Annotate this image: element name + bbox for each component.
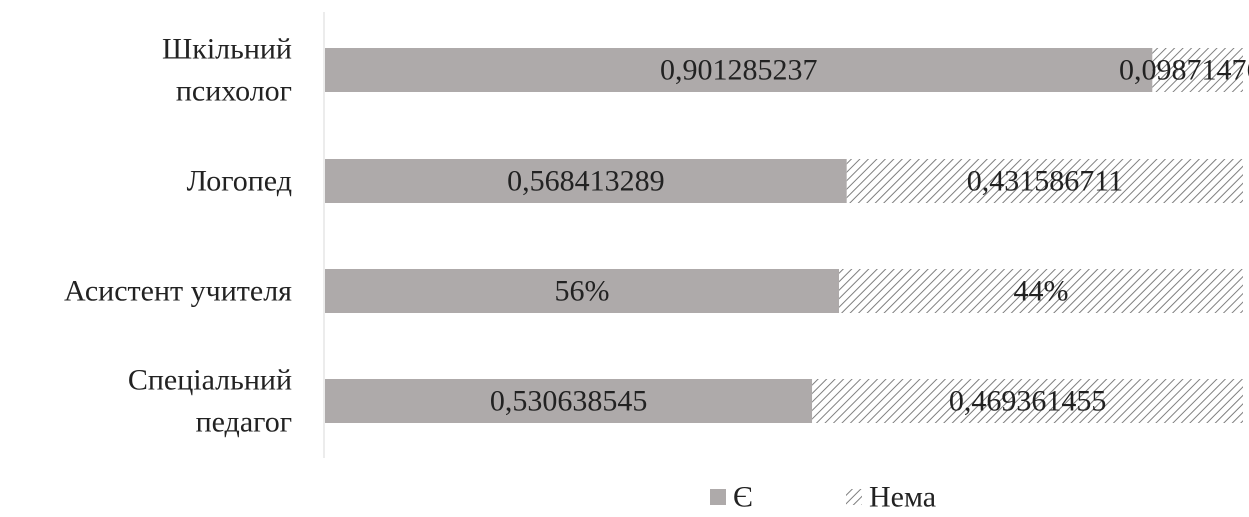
category-label-1-line-0: Логопед <box>187 165 292 198</box>
category-label-3-line-1: педагог <box>196 406 292 439</box>
data-label-nema-3: 0,469361455 <box>949 385 1107 418</box>
bar-segment-nema-2 <box>839 269 1243 313</box>
category-label-0-line-0: Шкільний <box>162 33 292 66</box>
bar-segment-nema-3 <box>812 379 1243 423</box>
bar-segment-nema-0 <box>1152 48 1243 92</box>
legend-label-ye: Є <box>733 481 753 513</box>
category-label-2-line-0: Асистент учителя <box>64 275 292 308</box>
bar-segment-ye-2 <box>325 269 840 313</box>
category-labels: Шкільний психолог Логопед Асистент учителя С… <box>64 33 292 439</box>
data-label-ye-0: 0,901285237 <box>660 54 818 87</box>
bar-segment-ye-0 <box>325 48 1153 92</box>
bar-segment-ye-1 <box>325 159 847 203</box>
category-label-3-line-0: Спеціальний <box>128 364 292 397</box>
legend: Є Нема <box>710 481 936 514</box>
data-label-ye-2: 56% <box>555 275 610 308</box>
legend-label-nema: Нема <box>869 481 936 513</box>
category-label-0-line-1: психолог <box>176 75 292 108</box>
bar-segment-ye-3 <box>325 379 813 423</box>
legend-swatch-nema <box>846 489 862 505</box>
bars-layer <box>325 48 1243 423</box>
data-label-ye-1: 0,568413289 <box>507 165 665 198</box>
legend-swatch-ye <box>710 489 726 505</box>
bar-segment-nema-1 <box>846 159 1243 203</box>
data-label-nema-1: 0,431586711 <box>967 165 1123 198</box>
data-label-nema-2: 44% <box>1014 275 1069 308</box>
data-labels: 0,901285237 0,098714763 0,568413289 0,43158… <box>490 54 1249 418</box>
data-label-nema-0: 0,098714763 <box>1119 54 1249 87</box>
data-label-ye-3: 0,530638545 <box>490 385 648 418</box>
